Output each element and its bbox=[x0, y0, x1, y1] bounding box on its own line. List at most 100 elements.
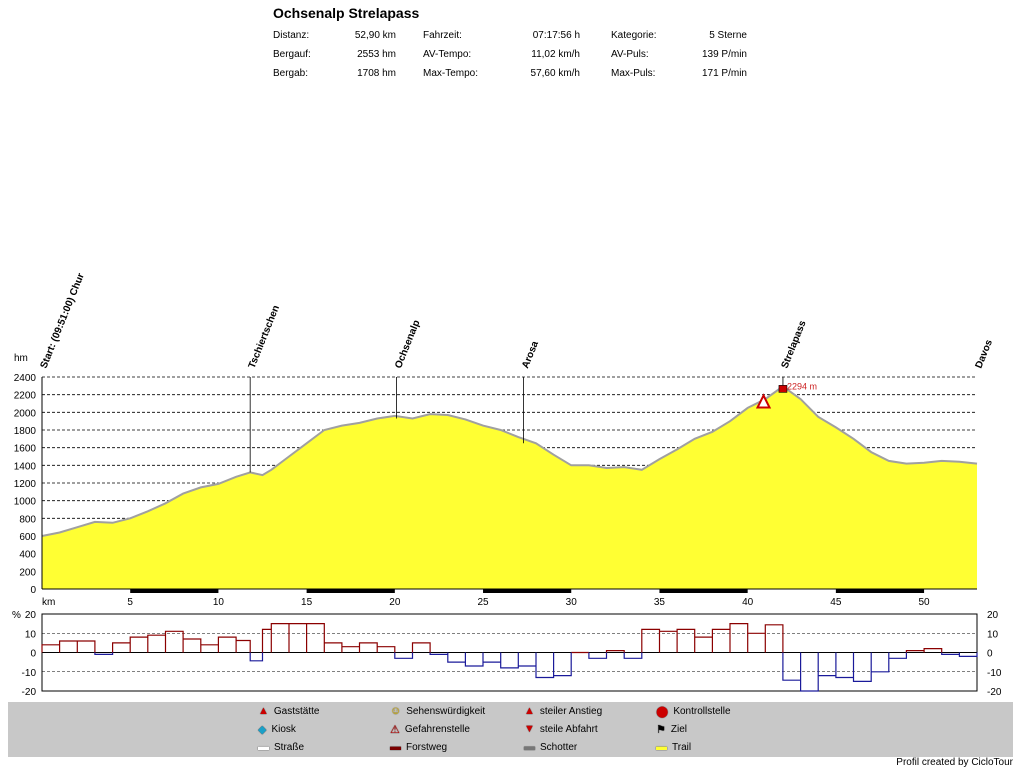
x-tick-label: 5 bbox=[127, 597, 133, 608]
stat-label: AV-Tempo: bbox=[423, 49, 472, 60]
stat-value: 11,02 km/h bbox=[531, 49, 580, 60]
grade-y-tick: 20 bbox=[25, 610, 37, 621]
legend-label: Forstweg bbox=[406, 741, 448, 753]
legend-item: ▲ steiler Anstieg bbox=[524, 705, 602, 717]
page-title: Ochsenalp Strelapass bbox=[273, 5, 420, 21]
legend-item: ◆ Kiosk bbox=[258, 723, 296, 736]
y-tick-label: 1800 bbox=[14, 426, 37, 437]
waypoint-label: Tschiertschen bbox=[247, 304, 282, 370]
stats-col-2-values: 07:17:56 h 11,02 km/h 57,60 km/h bbox=[500, 26, 580, 83]
stat-value: 57,60 km/h bbox=[530, 68, 580, 79]
legend-label: Gefahrenstelle bbox=[404, 724, 470, 735]
steep-up-icon: ▲ bbox=[524, 705, 535, 717]
y-tick-label: 2400 bbox=[14, 373, 37, 384]
legend-label: Kiosk bbox=[271, 724, 296, 735]
stat-label: Bergab: bbox=[273, 68, 309, 79]
house-icon: ▲ bbox=[258, 705, 269, 717]
km-scale-segment bbox=[659, 589, 748, 593]
y-tick-label: 2200 bbox=[14, 391, 37, 402]
grade-y-tick: 10 bbox=[25, 629, 37, 640]
legend-label: Straße bbox=[274, 741, 305, 753]
legend-label: Sehenswürdigkeit bbox=[406, 705, 486, 717]
legend-label: Ziel bbox=[670, 724, 687, 735]
stats-col-1-values: 52,90 km 2553 hm 1708 hm bbox=[330, 26, 396, 83]
y-tick-label: 600 bbox=[19, 532, 36, 543]
grade-y-tick-right: -20 bbox=[987, 687, 1002, 698]
grade-y-tick-right: -10 bbox=[987, 668, 1002, 679]
y-tick-label: 1000 bbox=[14, 497, 37, 508]
stats-col-2-labels: Fahrzeit: AV-Tempo: Max-Tempo: bbox=[423, 26, 478, 83]
peak-label: 2294 m bbox=[787, 381, 817, 391]
y-tick-label: 1600 bbox=[14, 444, 37, 455]
stat-label: AV-Puls: bbox=[611, 49, 649, 60]
legend-item: ▬ Schotter bbox=[524, 741, 577, 753]
stat-label: Bergauf: bbox=[273, 49, 311, 60]
legend-label: Trail bbox=[672, 741, 692, 753]
km-scale-segment bbox=[130, 589, 219, 593]
grade-y-tick: 0 bbox=[30, 649, 36, 660]
legend-item: ⚠ Gefahrenstelle bbox=[390, 723, 470, 736]
y-tick-label: 1200 bbox=[14, 479, 37, 490]
km-scale-segment bbox=[483, 589, 572, 593]
kiosk-icon: ◆ bbox=[258, 724, 267, 736]
grade-line-ascent bbox=[41, 623, 943, 654]
grade-line-descent bbox=[94, 652, 978, 692]
waypoint-label: Strelapass bbox=[780, 319, 809, 370]
stat-value: 171 P/min bbox=[701, 68, 747, 79]
legend-item: ⬤ Kontrollstelle bbox=[656, 705, 731, 718]
stat-value: 07:17:56 h bbox=[532, 30, 580, 41]
x-axis-label: km bbox=[42, 597, 55, 608]
elevation-area bbox=[42, 386, 977, 589]
legend-label: steiler Anstieg bbox=[539, 705, 603, 717]
legend-item: ▬ Straße bbox=[258, 741, 304, 753]
legend-label: Kontrollstelle bbox=[673, 706, 731, 717]
road-swatch-icon: ▬ bbox=[258, 741, 269, 753]
stat-label: Fahrzeit: bbox=[423, 30, 462, 41]
x-tick-label: 25 bbox=[477, 597, 489, 608]
warning-icon: ⚠ bbox=[390, 724, 400, 736]
elevation-line bbox=[41, 385, 978, 537]
legend-item: ▬ Trail bbox=[656, 741, 691, 753]
km-scale-segment bbox=[306, 589, 395, 593]
legend-item: ⚑ Ziel bbox=[656, 723, 687, 736]
legend-panel: ▲ Gaststätte ◆ Kiosk ▬ Straße ☺ Sehenswürdigkei… bbox=[8, 702, 1013, 757]
y-axis-label: hm bbox=[14, 353, 28, 364]
forest-swatch-icon: ▬ bbox=[390, 741, 401, 753]
steep-up-icon bbox=[755, 393, 772, 409]
steep-down-icon: ▼ bbox=[524, 723, 535, 735]
grade-y-tick: -20 bbox=[22, 687, 37, 698]
legend-label: Schotter bbox=[540, 741, 578, 753]
x-tick-label: 35 bbox=[654, 597, 666, 608]
waypoint-label: Ochsenalp bbox=[393, 319, 422, 371]
stat-value: 52,90 km bbox=[354, 30, 396, 41]
house-icon bbox=[778, 385, 788, 393]
grade-y-tick-right: 20 bbox=[987, 610, 999, 621]
stat-value: 139 P/min bbox=[701, 49, 747, 60]
finish-flag-icon: ⚑ bbox=[656, 724, 666, 736]
stat-value: 5 Sterne bbox=[709, 30, 747, 41]
stat-label: Distanz: bbox=[273, 30, 310, 41]
legend-item: ▬ Forstweg bbox=[390, 741, 447, 753]
elevation-chart: 0200400600800100012001400160018002000220… bbox=[12, 272, 1002, 698]
legend-item: ▲ Gaststätte bbox=[258, 705, 319, 717]
grade-y-label: % bbox=[12, 610, 21, 621]
y-tick-label: 400 bbox=[19, 550, 36, 561]
legend-item: ☺ Sehenswürdigkeit bbox=[390, 705, 485, 717]
y-tick-label: 2000 bbox=[14, 408, 37, 419]
x-tick-label: 50 bbox=[919, 597, 931, 608]
y-tick-label: 1400 bbox=[14, 461, 37, 472]
grade-y-tick: -10 bbox=[22, 668, 37, 679]
grade-y-tick-right: 10 bbox=[987, 629, 999, 640]
x-tick-label: 30 bbox=[566, 597, 578, 608]
credit-text: Profil created by CicloTour bbox=[896, 757, 1013, 768]
x-tick-label: 15 bbox=[301, 597, 313, 608]
x-tick-label: 40 bbox=[742, 597, 754, 608]
stat-label: Max-Tempo: bbox=[423, 68, 479, 79]
legend-label: steile Abfahrt bbox=[539, 723, 598, 735]
stat-label: Kategorie: bbox=[611, 30, 657, 41]
smiley-icon: ☺ bbox=[390, 705, 402, 717]
stat-value: 1708 hm bbox=[357, 68, 396, 79]
stats-col-3-values: 5 Sterne 139 P/min 171 P/min bbox=[680, 26, 747, 83]
x-tick-label: 20 bbox=[389, 597, 401, 608]
waypoint-label: Start: (09:51:00) Chur bbox=[39, 272, 87, 371]
